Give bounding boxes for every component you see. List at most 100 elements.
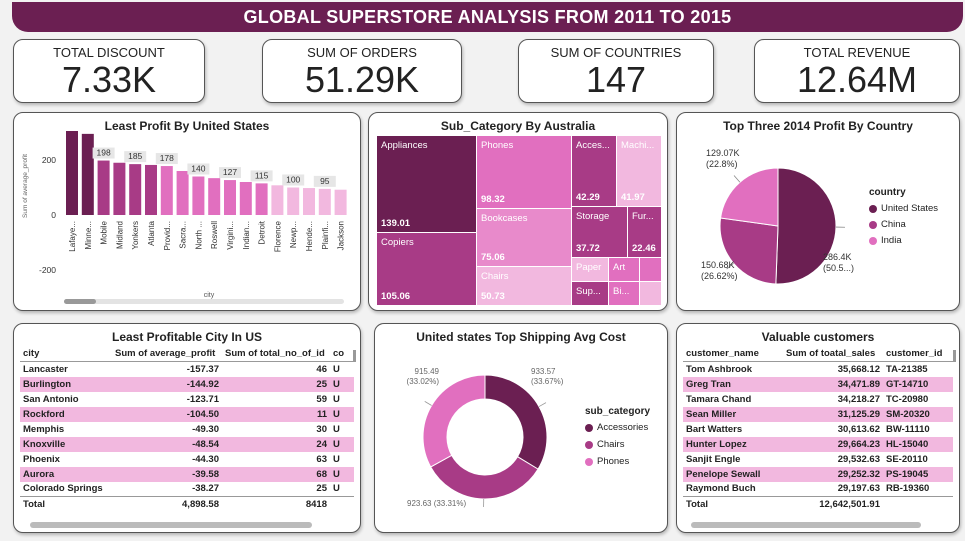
column-header-city[interactable]: city <box>20 346 112 362</box>
treemap-cell-supplies[interactable]: Sup... <box>572 282 608 305</box>
treemap-panel[interactable]: Sub_Category By Australia Appliances 139.… <box>368 112 668 311</box>
treemap-cell-machines[interactable]: Machi... 41.97 <box>617 136 661 206</box>
bar[interactable] <box>318 188 331 215</box>
bar[interactable] <box>129 164 142 215</box>
bar[interactable] <box>97 160 110 215</box>
kpi-total-revenue[interactable]: TOTAL REVENUE 12.64M <box>754 39 960 103</box>
table-row[interactable]: Penelope Sewall 29,252.32 PS-19045 <box>683 466 953 482</box>
column-header-customer-id[interactable]: customer_id <box>883 346 953 362</box>
vertical-scrollbar[interactable] <box>953 350 956 362</box>
scrollbar-thumb[interactable] <box>64 299 96 304</box>
pie-slice[interactable] <box>775 167 837 285</box>
city-table-cell: 25 <box>316 483 327 495</box>
kpi-sum-of-orders[interactable]: SUM OF ORDERS 51.29K <box>262 39 462 103</box>
treemap-cell-bookcases[interactable]: Bookcases 75.06 <box>477 209 571 266</box>
bar[interactable] <box>145 164 157 215</box>
legend-item-united-states[interactable]: United States <box>869 203 938 214</box>
table-row[interactable]: Memphis -49.30 30 U <box>20 422 354 437</box>
donut-chart-panel[interactable]: United states Top Shipping Avg Cost 933.… <box>374 323 668 533</box>
customer-table-panel[interactable]: Valuable customers customer_name Sum of … <box>676 323 960 533</box>
donut-slice[interactable] <box>484 374 548 470</box>
column-header-average-profit[interactable]: Sum of average_profit <box>112 346 222 362</box>
donut-slice[interactable] <box>430 454 539 500</box>
treemap-cell-envelopes[interactable] <box>640 258 661 281</box>
treemap-cell-paper[interactable]: Paper <box>572 258 608 281</box>
table-row[interactable]: Sanjit Engle 29,532.63 SE-20110 <box>683 452 953 467</box>
treemap-cell-labels[interactable] <box>640 282 661 305</box>
treemap-cell-phones[interactable]: Phones 98.32 <box>477 136 571 208</box>
total-value: 12,642,501.91 <box>783 496 883 513</box>
city-table-cell: -39.58 <box>112 466 222 482</box>
city-table: city Sum of average_profit Sum of total_… <box>20 346 354 513</box>
bar[interactable] <box>66 131 78 215</box>
bar[interactable] <box>113 162 126 215</box>
bar-chart-panel[interactable]: Least Profit By United States Sum of ave… <box>13 112 361 311</box>
column-header-customer-name[interactable]: customer_name <box>683 346 783 362</box>
horizontal-scrollbar[interactable] <box>691 522 921 528</box>
kpi-total-discount[interactable]: TOTAL DISCOUNT 7.33K <box>13 39 205 103</box>
column-header-total-sales[interactable]: Sum of toatal_sales <box>783 346 883 362</box>
treemap-value: 37.72 <box>576 243 600 254</box>
pie-slice[interactable] <box>719 167 779 227</box>
x-tick-label: Provid... <box>163 221 172 250</box>
bar[interactable] <box>334 189 347 215</box>
treemap-cell-binders[interactable]: Bi... <box>609 282 639 305</box>
table-row[interactable]: Greg Tran 34,471.89 GT-14710 <box>683 376 953 392</box>
bar[interactable] <box>81 133 94 215</box>
bar[interactable] <box>303 188 315 215</box>
table-row[interactable]: Rockford -104.50 11 U <box>20 406 354 422</box>
scrollbar-track[interactable] <box>64 299 344 304</box>
bar[interactable] <box>160 166 173 215</box>
treemap-cell-accessories[interactable]: Acces... 42.29 <box>572 136 616 206</box>
donut-data-label: (33.67%) <box>531 377 564 386</box>
pie-data-label: (50.5...) <box>823 263 854 273</box>
table-row[interactable]: Burlington -144.92 25 U <box>20 376 354 392</box>
donut-chart[interactable]: 933.57(33.67%) 923.63 (33.31%) 915.49(33.0… <box>375 346 581 532</box>
x-tick-label: Plainfi... <box>321 221 330 249</box>
bar[interactable] <box>208 178 221 215</box>
donut-slice[interactable] <box>422 374 486 468</box>
table-row[interactable]: Bart Watters 30,613.62 BW-11110 <box>683 422 953 437</box>
treemap-cell-art[interactable]: Art <box>609 258 639 281</box>
legend-dot <box>585 440 593 449</box>
legend-item-phones[interactable]: Phones <box>585 456 650 467</box>
horizontal-scrollbar[interactable] <box>30 522 312 528</box>
column-header-total-no-of-id[interactable]: Sum of total_no_of_id <box>222 346 330 362</box>
treemap-cell-storage[interactable]: Storage 37.72 <box>572 207 627 257</box>
pie-chart-panel[interactable]: Top Three 2014 Profit By Country 286.4K(… <box>676 112 960 311</box>
treemap-cell-appliances[interactable]: Appliances 139.01 <box>377 136 476 232</box>
city-table-panel[interactable]: Least Profitable City In US city Sum of … <box>13 323 361 533</box>
table-row[interactable]: Knoxville -48.54 24 U <box>20 436 354 452</box>
legend-item-india[interactable]: India <box>869 235 938 246</box>
bar[interactable] <box>255 183 268 215</box>
treemap-cell-furnishings[interactable]: Fur... 22.46 <box>628 207 661 257</box>
table-row[interactable]: Raymond Buch 29,197.63 RB-19360 <box>683 482 953 497</box>
table-row[interactable]: Lancaster -157.37 46 U <box>20 362 354 377</box>
table-row[interactable]: San Antonio -123.71 59 U <box>20 392 354 407</box>
bar[interactable] <box>192 176 205 216</box>
city-table-cell: -104.50 <box>112 406 222 422</box>
table-row[interactable]: Tom Ashbrook 35,668.12 TA-21385 <box>683 362 953 377</box>
column-header-country[interactable]: co <box>330 346 354 362</box>
bar[interactable] <box>224 180 236 215</box>
bar[interactable] <box>287 187 300 216</box>
table-row[interactable]: Sean Miller 31,125.29 SM-20320 <box>683 406 953 422</box>
bar[interactable] <box>271 185 284 215</box>
table-row[interactable]: Aurora -39.58 68 U <box>20 466 354 482</box>
table-row[interactable]: Tamara Chand 34,218.27 TC-20980 <box>683 392 953 407</box>
bar[interactable] <box>239 182 252 215</box>
legend-item-chairs[interactable]: Chairs <box>585 439 650 450</box>
legend-item-accessories[interactable]: Accessories <box>585 422 650 433</box>
table-row[interactable]: Phoenix -44.30 63 U <box>20 452 354 467</box>
kpi-sum-of-countries[interactable]: SUM OF COUNTRIES 147 <box>518 39 714 103</box>
treemap-cell-copiers[interactable]: Copiers 105.06 <box>377 233 476 305</box>
bar-chart[interactable]: Sum of average_profit4002000-200Lafaye..… <box>14 131 360 311</box>
legend-item-china[interactable]: China <box>869 219 938 230</box>
bar[interactable] <box>176 171 189 215</box>
x-tick-label: North ... <box>194 221 203 249</box>
pie-chart[interactable]: 286.4K(50.5...) 150.68K(26.62%) 129.07K(22… <box>677 137 861 309</box>
treemap-cell-chairs[interactable]: Chairs 50.73 <box>477 267 571 305</box>
table-row[interactable]: Hunter Lopez 29,664.23 HL-15040 <box>683 436 953 452</box>
vertical-scrollbar[interactable] <box>353 350 356 362</box>
table-row[interactable]: Colorado Springs -38.27 25 U <box>20 482 354 497</box>
